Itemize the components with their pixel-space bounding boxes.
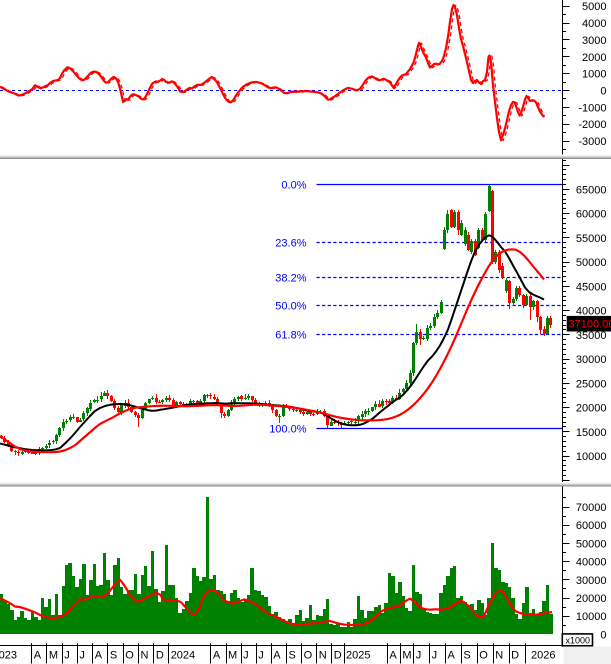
svg-text:40000: 40000: [576, 306, 607, 318]
svg-text:70000: 70000: [576, 502, 607, 514]
svg-text:40000: 40000: [576, 557, 607, 569]
svg-text:-2000: -2000: [578, 119, 606, 131]
svg-text:S: S: [110, 650, 117, 662]
svg-text:10000: 10000: [576, 611, 607, 623]
svg-text:2000: 2000: [582, 52, 606, 64]
svg-text:N: N: [319, 650, 327, 662]
svg-text:J: J: [79, 650, 85, 662]
svg-text:35000: 35000: [576, 330, 607, 342]
svg-text:25000: 25000: [576, 378, 607, 390]
svg-text:45000: 45000: [576, 281, 607, 293]
svg-text:O: O: [125, 650, 134, 662]
svg-text:M: M: [228, 650, 237, 662]
svg-text:60000: 60000: [576, 520, 607, 532]
svg-text:A: A: [389, 650, 397, 662]
svg-text:J: J: [64, 650, 70, 662]
svg-text:N: N: [495, 650, 503, 662]
svg-text:J: J: [243, 650, 249, 662]
svg-text:A: A: [213, 650, 221, 662]
svg-text:N: N: [141, 650, 149, 662]
svg-text:D: D: [334, 650, 342, 662]
svg-text:2026: 2026: [531, 650, 555, 662]
svg-text:0: 0: [600, 629, 606, 641]
svg-text:x1000: x1000: [566, 635, 591, 645]
svg-text:D: D: [156, 650, 164, 662]
svg-text:38.2%: 38.2%: [275, 273, 306, 285]
svg-text:M: M: [402, 650, 411, 662]
svg-text:65000: 65000: [576, 184, 607, 196]
svg-text:10000: 10000: [576, 451, 607, 463]
svg-text:1000: 1000: [582, 69, 606, 81]
svg-text:23.6%: 23.6%: [275, 238, 306, 250]
svg-text:61.8%: 61.8%: [275, 330, 306, 342]
svg-text:37100.00: 37100.00: [569, 319, 611, 331]
svg-text:J: J: [416, 650, 422, 662]
svg-text:4000: 4000: [582, 18, 606, 30]
svg-text:0: 0: [600, 86, 606, 98]
svg-text:-1000: -1000: [578, 102, 606, 114]
svg-text:50.0%: 50.0%: [275, 301, 306, 313]
svg-text:O: O: [304, 650, 313, 662]
svg-text:A: A: [34, 650, 42, 662]
svg-text:100.0%: 100.0%: [269, 424, 307, 436]
svg-text:-3000: -3000: [578, 136, 606, 148]
svg-text:D: D: [511, 650, 519, 662]
svg-text:O: O: [479, 650, 488, 662]
svg-text:J: J: [258, 650, 264, 662]
svg-text:2023: 2023: [0, 650, 17, 662]
svg-text:M: M: [49, 650, 58, 662]
svg-text:A: A: [95, 650, 103, 662]
svg-text:20000: 20000: [576, 593, 607, 605]
svg-text:60000: 60000: [576, 209, 607, 221]
svg-text:2025: 2025: [346, 650, 370, 662]
svg-text:30000: 30000: [576, 354, 607, 366]
svg-text:30000: 30000: [576, 575, 607, 587]
svg-text:3000: 3000: [582, 35, 606, 47]
svg-text:50000: 50000: [576, 257, 607, 269]
svg-text:S: S: [289, 650, 296, 662]
svg-text:J: J: [432, 650, 438, 662]
svg-text:50000: 50000: [576, 538, 607, 550]
svg-text:0.0%: 0.0%: [281, 180, 306, 192]
svg-text:55000: 55000: [576, 233, 607, 245]
svg-text:5000: 5000: [582, 1, 606, 13]
svg-text:2024: 2024: [171, 650, 195, 662]
svg-text:15000: 15000: [576, 427, 607, 439]
svg-text:S: S: [463, 650, 470, 662]
svg-text:A: A: [273, 650, 281, 662]
svg-text:20000: 20000: [576, 403, 607, 415]
svg-text:A: A: [448, 650, 456, 662]
